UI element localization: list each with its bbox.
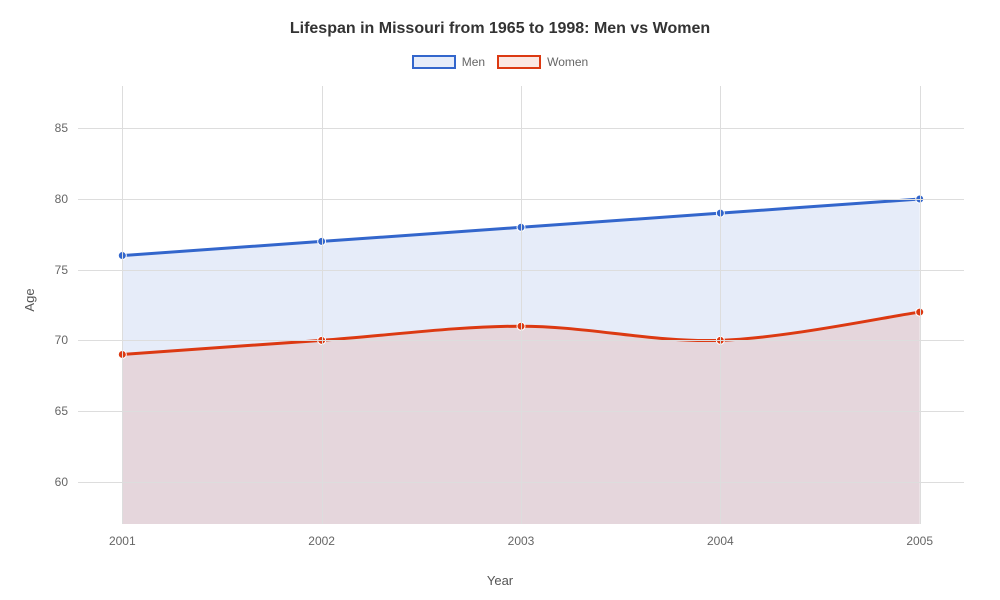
x-tick-label: 2002 [308,524,335,548]
y-tick-label: 75 [55,263,78,277]
grid-line-x [720,86,721,524]
chart-title: Lifespan in Missouri from 1965 to 1998: … [0,20,1000,38]
x-axis-label: Year [487,573,513,588]
legend-swatch [497,55,541,69]
x-tick-label: 2001 [109,524,136,548]
grid-line-x [521,86,522,524]
legend: Men Women [0,55,1000,69]
y-tick-label: 70 [55,333,78,347]
x-tick-label: 2005 [906,524,933,548]
y-tick-label: 60 [55,475,78,489]
legend-item[interactable]: Women [497,55,588,69]
x-tick-label: 2004 [707,524,734,548]
legend-label: Men [462,55,485,69]
plot-area: 60657075808520012002200320042005 [78,86,964,524]
grid-line-x [322,86,323,524]
y-tick-label: 65 [55,404,78,418]
x-tick-label: 2003 [508,524,535,548]
y-tick-label: 80 [55,192,78,206]
legend-label: Women [547,55,588,69]
legend-swatch [412,55,456,69]
y-tick-label: 85 [55,121,78,135]
chart-container: Lifespan in Missouri from 1965 to 1998: … [0,0,1000,600]
y-axis-label: Age [22,288,37,311]
legend-item[interactable]: Men [412,55,485,69]
grid-line-x [122,86,123,524]
grid-line-x [920,86,921,524]
